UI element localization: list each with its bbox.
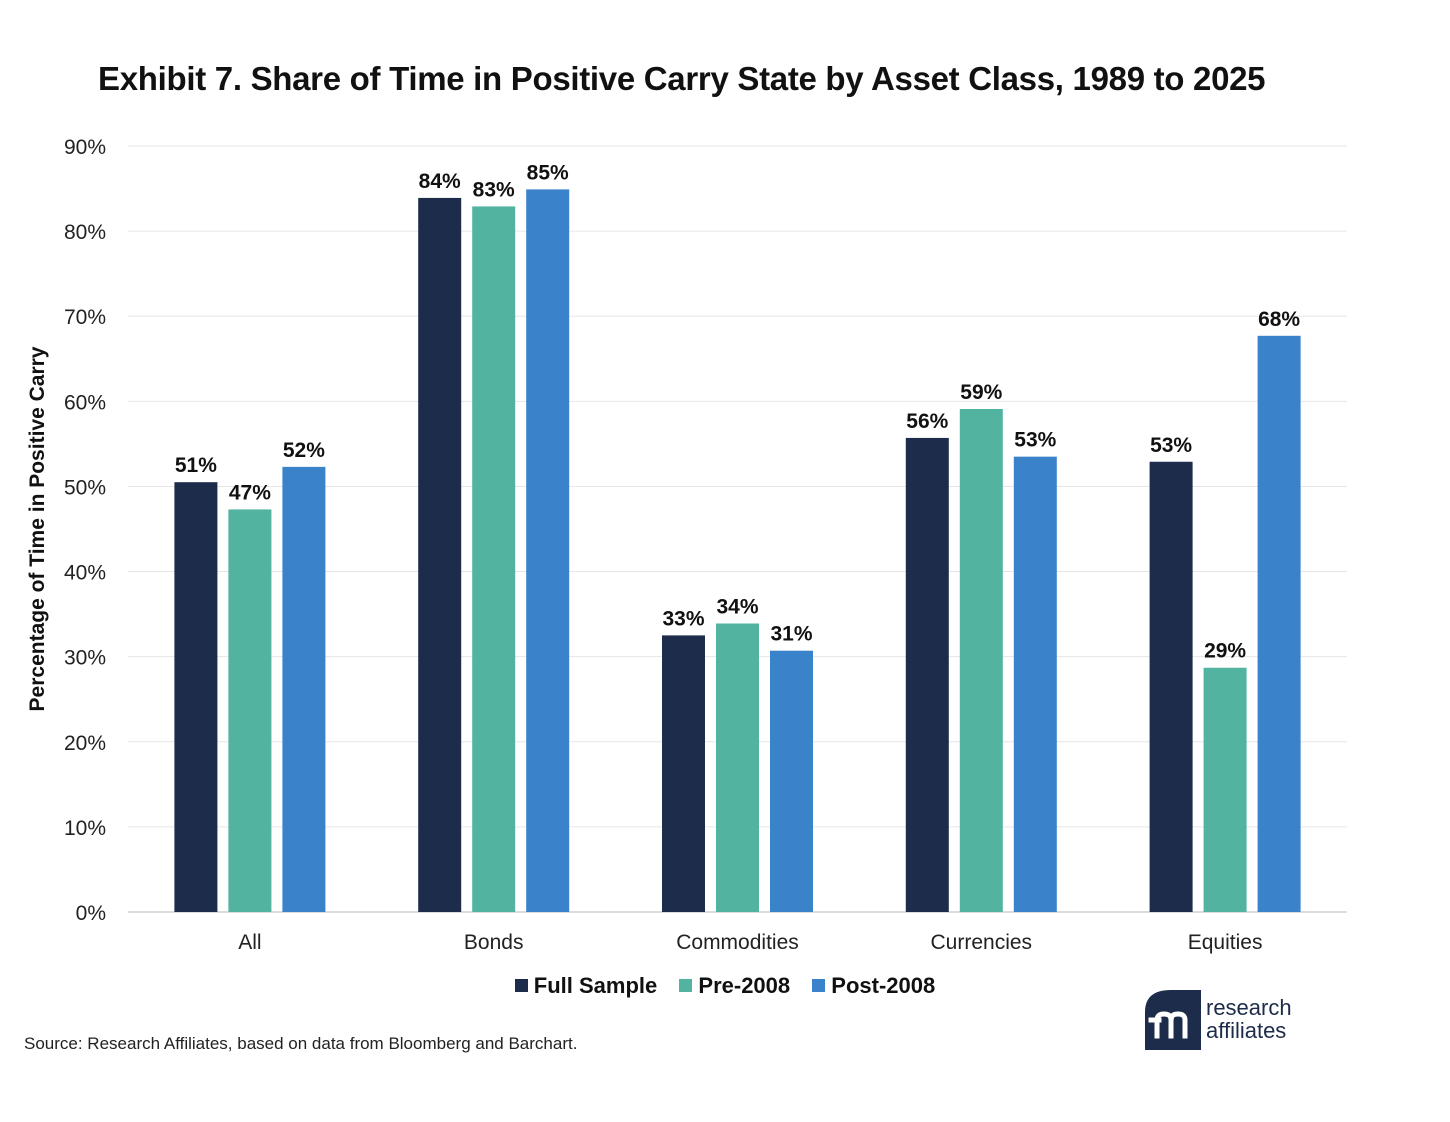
y-tick-label: 10% (64, 817, 106, 840)
x-tick-label-currencies: Currencies (931, 931, 1033, 954)
data-label-currencies-full-sample: 56% (906, 410, 948, 433)
data-label-bonds-pre-2008: 83% (473, 178, 515, 201)
data-label-all-post-2008: 52% (283, 439, 325, 462)
x-tick-label-bonds: Bonds (464, 931, 524, 954)
y-tick-label: 0% (76, 902, 106, 925)
legend-swatch-full-sample (514, 979, 528, 992)
y-axis-label: Percentage of Time in Positive Carry (26, 346, 49, 711)
bar-all-post-2008 (282, 466, 326, 912)
bar-bonds-full-sample (418, 197, 462, 912)
source-note: Source: Research Affiliates, based on da… (24, 1034, 578, 1053)
data-label-equities-post-2008: 68% (1258, 308, 1300, 331)
bar-all-pre-2008 (228, 509, 272, 912)
research-affiliates-logo-icon (1145, 990, 1201, 1050)
y-axis-ticks: 0% 10% 20% 30% 40% 50% 60% 70% 80% 90% (64, 136, 106, 925)
bar-bonds-pre-2008 (472, 206, 516, 912)
bar-commodities-pre-2008 (716, 623, 759, 912)
bar-equities-full-sample (1149, 461, 1193, 912)
data-label-all-pre-2008: 47% (229, 481, 271, 504)
legend: Full Sample Pre-2008 Post-2008 (0, 972, 1450, 999)
data-label-commodities-full-sample: 33% (662, 607, 704, 630)
y-tick-label: 40% (64, 562, 106, 585)
legend-swatch-post-2008 (812, 979, 826, 992)
chart-title: Exhibit 7. Share of Time in Positive Car… (98, 60, 1266, 97)
bar-commodities-post-2008 (770, 650, 813, 912)
data-label-currencies-pre-2008: 59% (960, 381, 1002, 404)
y-tick-label: 80% (64, 221, 106, 244)
legend-item-full-sample: Full Sample (514, 972, 658, 999)
bar-currencies-full-sample (905, 437, 949, 912)
y-tick-label: 90% (64, 136, 106, 159)
bar-all-full-sample (174, 482, 218, 912)
y-tick-label: 60% (64, 391, 106, 414)
logo-wordmark: research affiliates (1206, 996, 1292, 1042)
data-label-equities-pre-2008: 29% (1204, 640, 1246, 663)
x-tick-label-all: All (238, 931, 261, 954)
x-tick-label-commodities: Commodities (676, 931, 799, 954)
data-label-equities-full-sample: 53% (1150, 434, 1192, 457)
x-axis-ticks: All Bonds Commodities Currencies Equities (238, 931, 1262, 954)
bar-commodities-full-sample (662, 635, 705, 912)
y-tick-label: 30% (64, 647, 106, 670)
y-tick-label: 20% (64, 732, 106, 755)
bar-currencies-pre-2008 (959, 408, 1003, 912)
data-label-all-full-sample: 51% (175, 454, 217, 477)
legend-label-post-2008: Post-2008 (831, 972, 936, 998)
logo-line-research: research (1206, 995, 1292, 1020)
data-label-currencies-post-2008: 53% (1014, 429, 1056, 452)
bar-bonds-post-2008 (526, 189, 570, 912)
y-tick-label: 70% (64, 306, 106, 329)
legend-item-pre-2008: Pre-2008 (679, 973, 790, 999)
y-tick-label: 50% (64, 476, 106, 499)
bar-equities-post-2008 (1257, 335, 1301, 912)
bars (174, 189, 1301, 912)
x-tick-label-equities: Equities (1188, 931, 1263, 954)
data-label-bonds-full-sample: 84% (419, 170, 461, 193)
data-labels: 51% 47% 52% 84% 83% 85% 33% 34% 31% 56% 59% 53% 53% 2… (175, 161, 1301, 662)
logo-line-affiliates: affiliates (1206, 1018, 1287, 1043)
data-label-commodities-post-2008: 31% (770, 623, 812, 646)
legend-item-post-2008: Post-2008 (812, 973, 935, 999)
legend-label-pre-2008: Pre-2008 (698, 972, 791, 998)
research-affiliates-logo: research affiliates (1145, 990, 1315, 1052)
data-label-bonds-post-2008: 85% (527, 161, 569, 184)
legend-label-full-sample: Full Sample (533, 972, 658, 998)
legend-swatch-pre-2008 (679, 979, 693, 992)
data-label-commodities-pre-2008: 34% (716, 595, 758, 618)
bar-currencies-post-2008 (1013, 456, 1057, 912)
bar-equities-pre-2008 (1203, 667, 1247, 912)
